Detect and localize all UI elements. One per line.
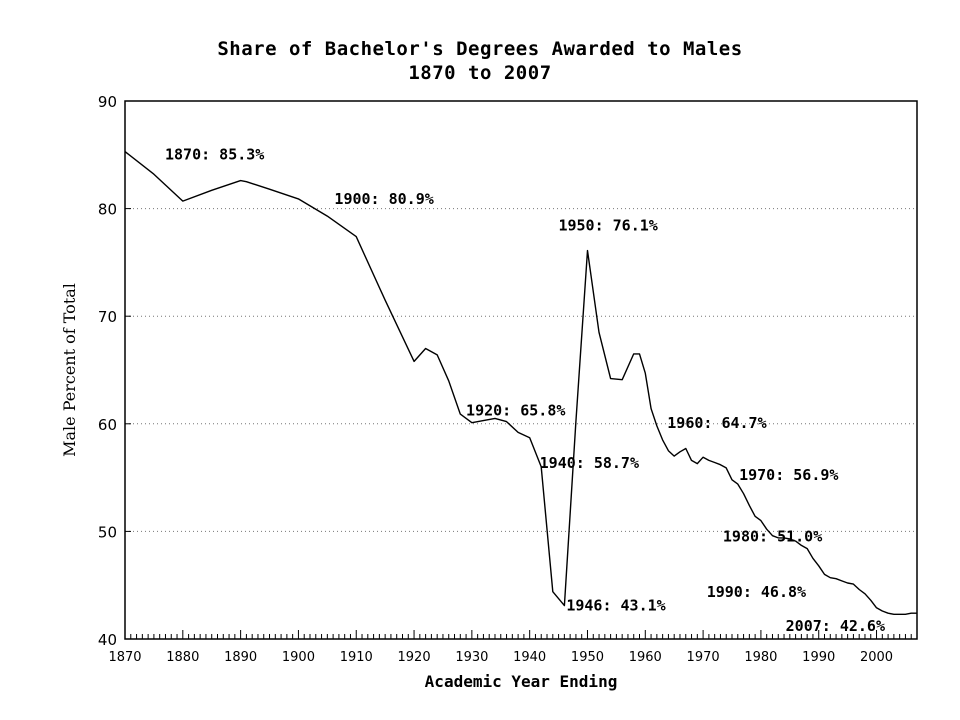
x-tick-label: 1990 [802,650,835,665]
x-tick-label: 1930 [455,650,488,665]
x-tick-label: 1980 [744,650,777,665]
y-tick-label: 70 [98,308,117,326]
y-tick-label: 80 [98,201,117,219]
x-tick-label: 1970 [687,650,720,665]
y-tick-label: 60 [98,416,117,434]
y-tick-label: 90 [98,93,117,111]
x-tick-label: 1880 [166,650,199,665]
x-tick-label: 1940 [513,650,546,665]
series-line [124,151,917,615]
annotation-label: 1960: 64.7% [667,414,766,432]
x-tick-label: 2000 [860,650,893,665]
x-tick-label: 1950 [571,650,604,665]
annotation-label: 1990: 46.8% [707,583,806,601]
x-tick-label: 1920 [398,650,431,665]
y-tick-label: 40 [98,631,117,649]
annotation-label: 1920: 65.8% [466,401,565,419]
x-tick-label: 1870 [108,650,141,665]
chart-subtitle: 1870 to 2007 [408,62,552,84]
annotation-label: 1980: 51.0% [723,528,822,546]
y-axis-label: Male Percent of Total [60,283,79,457]
x-tick-label: 1960 [629,650,662,665]
annotation-label: 1970: 56.9% [739,466,838,484]
annotation-label: 1950: 76.1% [558,217,657,235]
x-tick-label: 1900 [282,650,315,665]
y-tick-label: 50 [98,523,117,541]
annotation-label: 1870: 85.3% [165,146,264,164]
chart-title: Share of Bachelor's Degrees Awarded to M… [217,38,743,60]
plot-frame [124,100,918,640]
x-tick-label: 1890 [224,650,257,665]
annotation-label: 1940: 58.7% [540,454,639,472]
annotation-label: 1900: 80.9% [334,190,433,208]
x-tick-label: 1910 [340,650,373,665]
annotation-label: 2007: 42.6% [786,617,885,635]
x-axis-label: Academic Year Ending [425,672,618,691]
annotation-label: 1946: 43.1% [566,597,665,615]
